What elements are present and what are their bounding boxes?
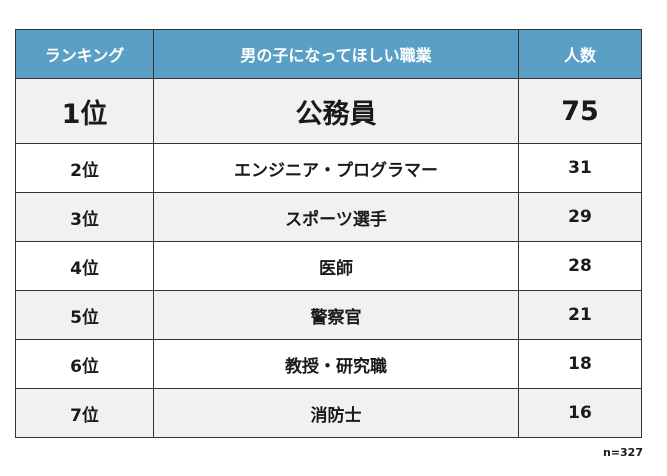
header-count: 人数 [518, 29, 642, 79]
job-cell: 教授・研究職 [153, 339, 519, 389]
count-cell: 29 [518, 192, 642, 242]
rank-cell: 3位 [15, 192, 154, 242]
table-row: 2位 エンジニア・プログラマー 31 [15, 143, 642, 193]
rank-cell: 6位 [15, 339, 154, 389]
job-cell: 消防士 [153, 388, 519, 438]
count-cell: 16 [518, 388, 642, 438]
sample-size-note: n=327 [602, 446, 643, 459]
table-row: 6位 教授・研究職 18 [15, 339, 642, 389]
ranking-table: ランキング 男の子になってほしい職業 人数 1位 公務員 75 2位 エンジニア… [15, 29, 642, 438]
rank-cell: 7位 [15, 388, 154, 438]
header-job: 男の子になってほしい職業 [153, 29, 519, 79]
count-cell: 31 [518, 143, 642, 193]
count-cell: 18 [518, 339, 642, 389]
table-row: 4位 医師 28 [15, 241, 642, 291]
table-row: 7位 消防士 16 [15, 388, 642, 438]
job-cell: 医師 [153, 241, 519, 291]
table-row: 5位 警察官 21 [15, 290, 642, 340]
job-cell: 警察官 [153, 290, 519, 340]
table-header: ランキング 男の子になってほしい職業 人数 [15, 29, 642, 79]
job-cell: スポーツ選手 [153, 192, 519, 242]
rank-cell: 5位 [15, 290, 154, 340]
count-cell: 21 [518, 290, 642, 340]
rank-cell: 4位 [15, 241, 154, 291]
table-body: 1位 公務員 75 2位 エンジニア・プログラマー 31 3位 スポーツ選手 2… [15, 78, 642, 438]
count-cell: 75 [518, 78, 642, 144]
job-cell: 公務員 [153, 78, 519, 144]
table-row: 1位 公務員 75 [15, 78, 642, 144]
header-rank: ランキング [15, 29, 154, 79]
header-row: ランキング 男の子になってほしい職業 人数 [15, 29, 642, 79]
rank-cell: 1位 [15, 78, 154, 144]
table-row: 3位 スポーツ選手 29 [15, 192, 642, 242]
count-cell: 28 [518, 241, 642, 291]
rank-cell: 2位 [15, 143, 154, 193]
job-cell: エンジニア・プログラマー [153, 143, 519, 193]
